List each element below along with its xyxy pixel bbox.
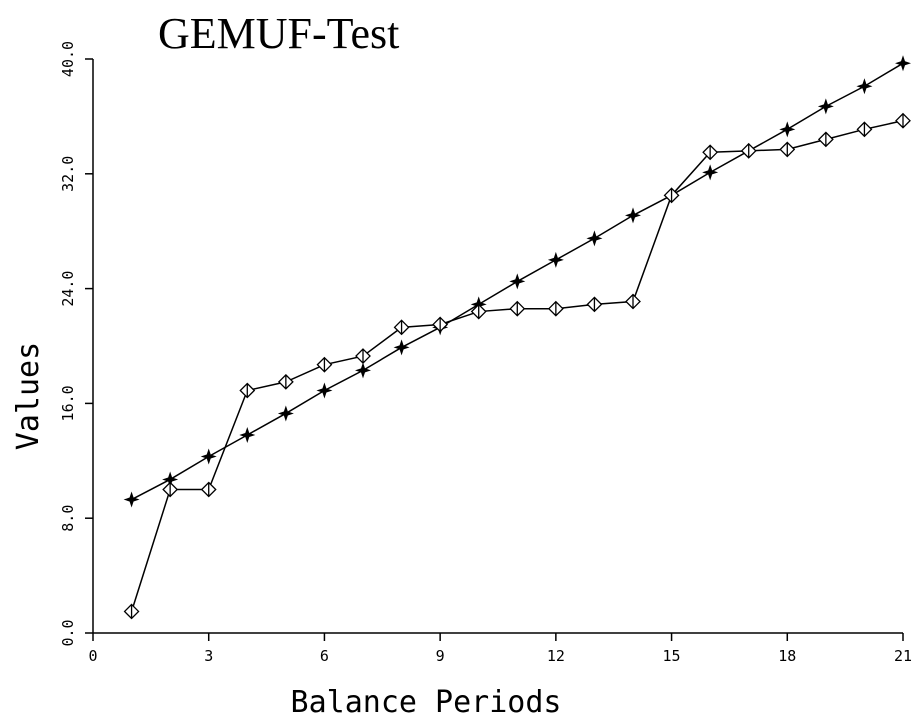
y-tick-label: 40.0 [59,41,77,77]
star-marker [123,491,140,508]
diamond-marker [277,373,294,390]
star-marker [817,98,834,115]
diamond-marker [239,382,256,399]
star-marker [162,471,179,488]
y-tick-label: 24.0 [59,271,77,307]
diamond-marker [393,319,410,336]
y-tick-label: 16.0 [59,385,77,421]
star-marker [239,426,256,443]
diamond-marker [200,481,217,498]
diamond-marker [702,144,719,161]
star-marker [316,382,333,399]
star-marker [625,207,641,224]
diamond-marker [316,356,333,373]
star-marker [586,230,603,247]
y-axis-label: Values [11,342,46,450]
star-marker [277,405,294,422]
star-marker [393,339,410,356]
star-marker [509,273,526,290]
diamond-marker [162,481,179,498]
diamond-marker [547,300,564,317]
diamond-marker [586,296,603,313]
diamond-marker [123,603,140,620]
series-line [130,119,904,612]
x-tick-label: 15 [663,647,681,665]
star-marker [895,55,911,72]
chart-title: GEMUF-Test [158,9,399,58]
x-tick-label: 3 [204,647,213,665]
diamond-marker [779,141,796,158]
star-marker [702,164,719,181]
diamond-marker [663,187,680,204]
diamond-marker [509,300,526,317]
diamond-marker [470,303,487,320]
diamond-marker [432,316,449,333]
x-tick-label: 12 [547,647,565,665]
x-tick-label: 6 [320,647,329,665]
y-tick-label: 0.0 [59,619,77,646]
star-marker [779,121,796,138]
x-tick-label: 0 [88,647,97,665]
diamond-marker [625,293,641,310]
diamond-marker [740,142,757,159]
star-marker [355,362,371,379]
diamond-marker [355,348,371,364]
x-axis-label: Balance Periods [291,685,562,720]
y-tick-label: 8.0 [59,505,77,532]
star-marker [547,251,564,268]
star-marker [200,448,217,465]
x-tick-label: 18 [778,647,796,665]
y-tick-label: 32.0 [59,156,77,192]
x-tick-label: 21 [894,647,912,665]
diamond-marker [817,131,834,148]
diamond-marker [856,121,873,138]
diamond-marker [895,112,911,129]
star-marker [856,78,873,95]
x-tick-label: 9 [436,647,445,665]
